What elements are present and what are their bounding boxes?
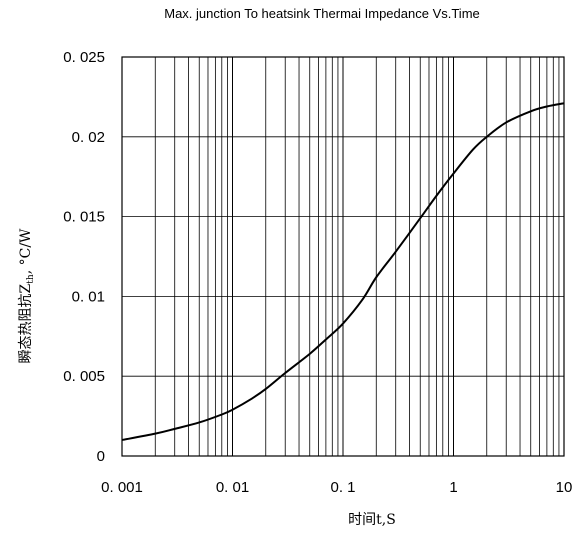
x-axis-label: 时间t,S bbox=[348, 512, 396, 528]
x-tick-label: 0. 1 bbox=[330, 479, 355, 496]
x-tick-labels: 0. 001 0. 01 0. 1 1 10 bbox=[101, 479, 572, 496]
y-tick-label: 0. 01 bbox=[72, 288, 105, 305]
series-layer bbox=[121, 102, 565, 442]
grid-lines bbox=[122, 57, 564, 456]
y-tick-label: 0. 025 bbox=[63, 49, 105, 66]
y-tick-label: 0 bbox=[97, 448, 105, 465]
series-line bbox=[121, 102, 565, 442]
y-tick-label: 0. 02 bbox=[72, 129, 105, 146]
chart-title: Max. junction To heatsink Thermai Impeda… bbox=[164, 6, 480, 21]
y-tick-label: 0. 015 bbox=[63, 209, 105, 226]
x-tick-label: 0. 001 bbox=[101, 479, 143, 496]
y-tick-label: 0. 005 bbox=[63, 368, 105, 385]
y-axis-label-unit: , °C/W bbox=[18, 228, 34, 274]
y-tick-labels: 0 0. 005 0. 01 0. 015 0. 02 0. 025 bbox=[63, 49, 105, 465]
x-tick-label: 1 bbox=[449, 479, 457, 496]
y-axis-label-subscript: th bbox=[26, 274, 36, 284]
x-tick-label: 0. 01 bbox=[216, 479, 249, 496]
y-axis-label-text: 瞬态热阻抗Z bbox=[18, 283, 34, 363]
y-axis-label: 瞬态热阻抗Zth, °C/W bbox=[18, 228, 36, 363]
x-tick-label: 10 bbox=[556, 479, 573, 496]
plot-frame bbox=[121, 56, 565, 457]
